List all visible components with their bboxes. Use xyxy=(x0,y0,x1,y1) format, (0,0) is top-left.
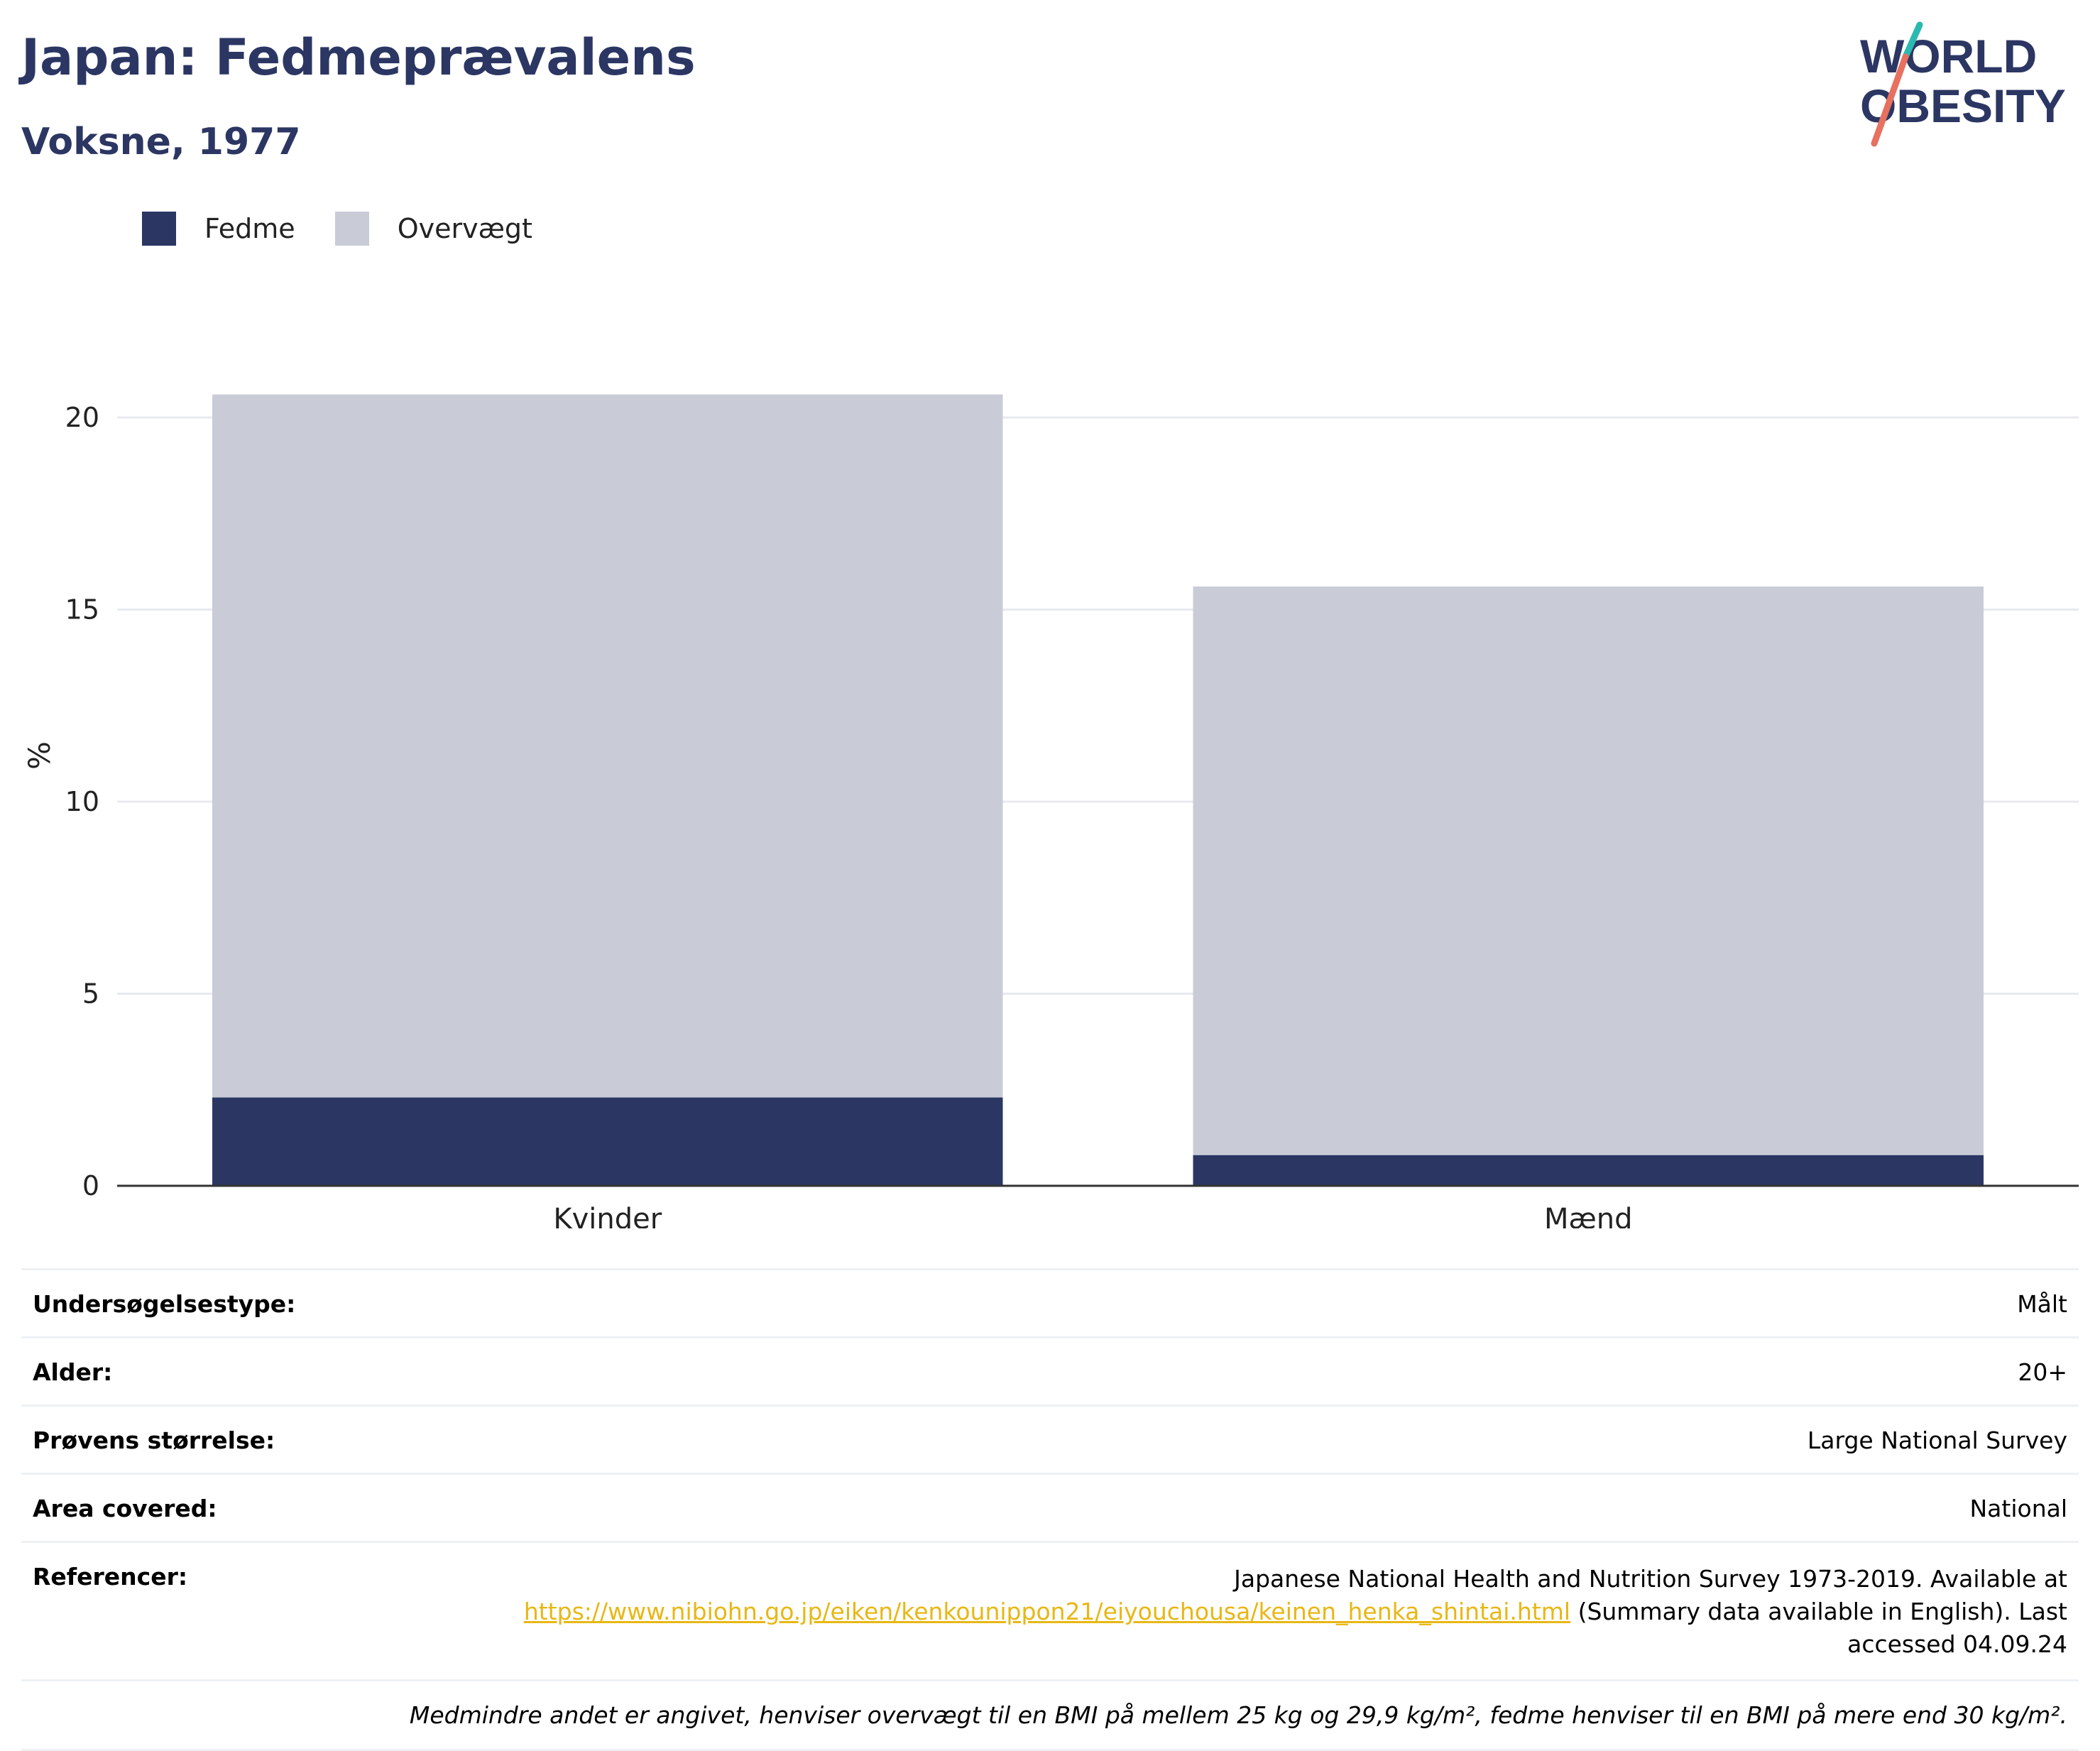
info-value: 20+ xyxy=(2018,1358,2067,1386)
info-row-references: Referencer: Japanese National Health and… xyxy=(21,1541,2079,1679)
y-axis-label: % xyxy=(22,741,57,770)
bar-overvægt-kvinder xyxy=(212,394,1003,1098)
info-label: Undersøgelsestype: xyxy=(33,1290,296,1318)
info-label: Area covered: xyxy=(33,1495,217,1522)
y-tick-label: 10 xyxy=(65,786,99,817)
info-row-area-covered: Area covered: National xyxy=(21,1473,2079,1541)
legend-label-fedme: Fedme xyxy=(204,213,295,244)
info-label: Alder: xyxy=(33,1358,113,1386)
info-value: National xyxy=(1969,1495,2067,1522)
info-value: Large National Survey xyxy=(1807,1427,2067,1454)
references-text: Japanese National Health and Nutrition S… xyxy=(524,1563,2067,1661)
chart-legend: Fedme Overvægt xyxy=(142,212,572,246)
info-row-age: Alder: 20+ xyxy=(21,1336,2079,1404)
references-line1: Japanese National Health and Nutrition S… xyxy=(1234,1565,2067,1593)
world-obesity-logo: WORLD OBESITY xyxy=(1853,21,2080,149)
y-tick-label: 5 xyxy=(82,978,99,1010)
legend-item-fedme[interactable]: Fedme xyxy=(142,212,295,246)
info-row-sample-size: Prøvens størrelse: Large National Survey xyxy=(21,1404,2079,1473)
references-line2: (Summary data available in English). Las… xyxy=(1570,1598,2067,1625)
bar-overvægt-mænd xyxy=(1193,587,1984,1155)
info-label: Referencer: xyxy=(33,1563,188,1591)
stacked-bar-chart: 0 5 10 15 20% Kvinder Mænd xyxy=(22,394,2079,1228)
legend-swatch-fedme xyxy=(142,212,176,246)
page-title: Japan: Fedmeprævalens xyxy=(21,28,696,87)
logo-line1: WORLD xyxy=(1860,30,2037,82)
y-tick-label: 20 xyxy=(65,402,99,433)
bar-fedme-kvinder xyxy=(212,1097,1003,1186)
references-link[interactable]: https://www.nibiohn.go.jp/eiken/kenkouni… xyxy=(523,1598,1571,1625)
logo-slash-coral xyxy=(1871,53,1909,147)
info-table: Undersøgelsestype: Målt Alder: 20+ Prøve… xyxy=(21,1268,2079,1751)
y-tick-label: 0 xyxy=(82,1170,99,1201)
definition-note: Medmindre andet er angivet, henviser ove… xyxy=(21,1679,2079,1751)
x-tick-label: Mænd xyxy=(1544,1203,1633,1228)
bar-fedme-mænd xyxy=(1193,1155,1984,1186)
x-tick-label: Kvinder xyxy=(553,1203,662,1228)
page-subtitle: Voksne, 1977 xyxy=(21,121,301,163)
y-tick-label: 15 xyxy=(65,594,99,626)
logo-slash-teal xyxy=(1902,21,1923,60)
info-value: Målt xyxy=(2017,1290,2067,1318)
legend-label-overvaegt: Overvægt xyxy=(397,213,532,244)
legend-item-overvaegt[interactable]: Overvægt xyxy=(334,212,532,246)
legend-swatch-overvaegt xyxy=(334,212,369,246)
info-label: Prøvens størrelse: xyxy=(33,1427,275,1454)
references-line3: accessed 04.09.24 xyxy=(1847,1630,2067,1658)
info-row-survey-type: Undersøgelsestype: Målt xyxy=(21,1268,2079,1336)
